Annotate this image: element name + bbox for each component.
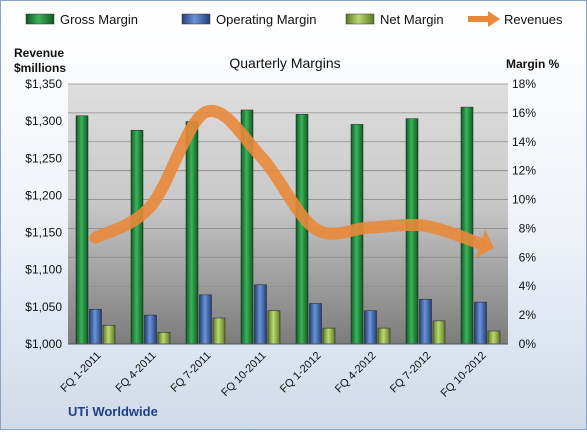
legend-swatch-arrow xyxy=(488,11,500,27)
y-left-tick-labels: $1,000 $1,050 $1,100 $1,150 $1,200 $1,250 $1,3… xyxy=(25,77,62,351)
legend: Gross Margin Operating Margin Net Margin Re… xyxy=(25,11,563,27)
y-right-tick: 8% xyxy=(519,221,537,235)
y-right-tick: 10% xyxy=(512,193,536,207)
y-right-tick: 6% xyxy=(519,250,537,264)
net-margin-bar xyxy=(102,324,116,345)
y-left-tick: $1,250 xyxy=(25,151,62,165)
legend-label-operating-margin: Operating Margin xyxy=(216,12,316,27)
y-right-tick: 18% xyxy=(512,77,536,91)
gross-margin-bar xyxy=(130,129,144,345)
revenue-line-group xyxy=(89,104,494,258)
operating-margin-bar xyxy=(474,301,487,345)
operating-margin-bar xyxy=(419,298,432,345)
chart-title: Quarterly Margins xyxy=(229,55,340,71)
y-left-tick: $1,100 xyxy=(25,263,62,277)
gross-margin-bar xyxy=(185,121,199,345)
gross-margin-bar xyxy=(295,114,309,345)
net-margin-bar xyxy=(487,330,501,345)
y-left-label-line2: $millions xyxy=(14,61,66,75)
source-label: UTi Worldwide xyxy=(68,404,158,419)
legend-swatch xyxy=(181,13,211,25)
operating-margin-bar xyxy=(144,314,157,345)
legend-swatch xyxy=(345,13,375,25)
legend-label-net-margin: Net Margin xyxy=(380,12,444,27)
net-margin-bar xyxy=(267,310,281,345)
revenue-line xyxy=(89,104,487,250)
gross-margin-bar xyxy=(405,118,419,345)
y-left-tick: $1,050 xyxy=(25,300,62,314)
operating-margin-bar xyxy=(254,284,267,345)
net-margin-bar xyxy=(377,327,391,345)
net-margin-bar xyxy=(212,317,226,345)
y-right-tick: 16% xyxy=(512,106,536,120)
y-right-tick: 14% xyxy=(512,135,536,149)
y-right-tick: 2% xyxy=(519,308,537,322)
revenue-arrowhead xyxy=(475,229,494,258)
net-margin-bar xyxy=(157,332,171,345)
y-right-tick: 4% xyxy=(519,279,537,293)
y-left-tick: $1,300 xyxy=(25,114,62,128)
y-right-tick: 0% xyxy=(519,337,537,351)
y-left-tick: $1,000 xyxy=(25,337,62,351)
net-margin-bar xyxy=(432,320,446,345)
net-margin-bar xyxy=(322,327,336,345)
y-left-tick: $1,350 xyxy=(25,77,62,91)
y-right-tick: 12% xyxy=(512,164,536,178)
operating-margin-bar xyxy=(199,294,212,345)
y-left-tick: $1,150 xyxy=(25,226,62,240)
y-right-label: Margin % xyxy=(506,57,560,71)
gross-margin-bar xyxy=(460,106,474,345)
operating-margin-bar xyxy=(89,309,102,345)
legend-swatch xyxy=(25,13,55,25)
operating-margin-bar xyxy=(364,310,377,345)
legend-label-revenues: Revenues xyxy=(504,12,563,27)
operating-margin-bar xyxy=(309,303,322,345)
y-left-label-line1: Revenue xyxy=(14,46,64,60)
gross-margin-bar xyxy=(75,115,89,345)
y-right-tick-labels: 0% 2% 4% 6% 8% 10% 12% 14% 16% 18% xyxy=(512,77,536,351)
y-left-tick: $1,200 xyxy=(25,188,62,202)
legend-label-gross-margin: Gross Margin xyxy=(60,12,138,27)
